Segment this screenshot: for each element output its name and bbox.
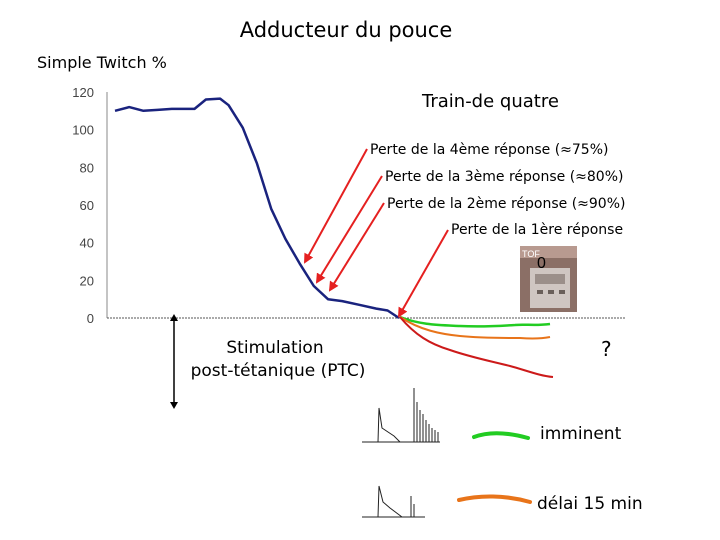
y-tick-label: 0 [87, 311, 94, 326]
ptc-label-line1: Stimulation [226, 338, 323, 358]
question-mark: ? [601, 337, 612, 361]
red-curve [399, 316, 554, 378]
tof-device-image: TOF 0 [520, 246, 577, 312]
legend-delay-label: délai 15 min [537, 494, 643, 514]
y-axis-label: Simple Twitch % [37, 53, 167, 72]
legend-imminent-label: imminent [540, 424, 622, 444]
loss-1-label: Perte de la 1ère réponse [451, 222, 623, 238]
y-tick-label: 120 [72, 85, 94, 100]
arrow-loss-4 [304, 148, 368, 264]
y-tick-label: 40 [80, 236, 94, 251]
loss-4-label: Perte de la 4ème réponse (≈75%) [370, 142, 608, 158]
tof-value: 0 [537, 255, 546, 272]
ptc-arrow-bottom [170, 402, 178, 409]
ptc-arrow-top [170, 314, 178, 321]
tof-device-label: TOF [522, 249, 540, 259]
y-tick-label: 20 [80, 273, 94, 288]
y-ticks: 120 100 80 60 40 20 0 [72, 85, 94, 326]
ptc-trace-delay [362, 485, 425, 518]
y-tick-label: 80 [80, 160, 94, 175]
legend-green-line [472, 431, 530, 440]
chart-title: Adducteur du pouce [240, 18, 453, 42]
orange-curve [399, 316, 551, 340]
ptc-trace-imminent [362, 388, 440, 443]
arrow-loss-3 [315, 175, 383, 284]
legend-orange-line [457, 494, 532, 504]
green-curve [399, 315, 551, 328]
y-tick-label: 100 [72, 123, 94, 138]
ptc-label-line2: post-tétanique (PTC) [191, 361, 366, 381]
loss-2-label: Perte de la 2ème réponse (≈90%) [387, 196, 625, 212]
loss-3-label: Perte de la 3ème réponse (≈80%) [385, 169, 623, 185]
y-tick-label: 60 [80, 198, 94, 213]
twitch-curve [114, 97, 400, 320]
tof-header: Train-de quatre [421, 91, 559, 112]
arrow-loss-2 [328, 202, 385, 292]
arrow-loss-1 [398, 229, 449, 318]
